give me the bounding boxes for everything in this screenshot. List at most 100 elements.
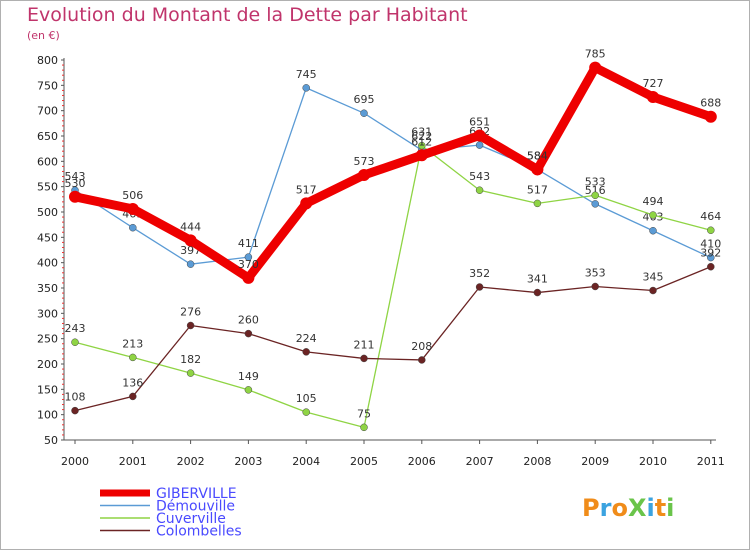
data-point xyxy=(302,84,310,92)
data-point xyxy=(69,190,81,203)
data-point xyxy=(649,286,657,295)
data-label: 352 xyxy=(469,267,490,280)
data-point xyxy=(533,288,542,297)
data-point xyxy=(589,61,602,74)
data-label: 243 xyxy=(65,322,86,335)
data-label: 149 xyxy=(238,370,259,383)
y-tick-label: 300 xyxy=(37,307,58,320)
data-label: 410 xyxy=(700,238,721,251)
data-point xyxy=(302,348,310,356)
data-label: 745 xyxy=(296,68,317,81)
data-point xyxy=(591,200,599,208)
data-label: 631 xyxy=(411,126,432,139)
data-point xyxy=(531,163,544,176)
data-label: 464 xyxy=(700,210,721,223)
data-label: 584 xyxy=(527,149,548,162)
data-point xyxy=(126,202,139,215)
series-line-cuverville xyxy=(74,144,712,428)
data-point xyxy=(244,386,253,394)
x-tick-label: 2011 xyxy=(697,455,725,468)
data-label: 353 xyxy=(585,266,606,279)
data-label: 543 xyxy=(469,170,490,183)
y-tick-label: 750 xyxy=(37,79,58,92)
series-line-colombelles xyxy=(74,266,712,412)
chart-subtitle: (en €) xyxy=(27,29,60,42)
x-tick-label: 2006 xyxy=(408,455,436,468)
data-point xyxy=(473,129,486,142)
data-label: 345 xyxy=(643,271,664,284)
y-tick-label: 100 xyxy=(37,409,58,422)
data-point xyxy=(184,234,197,247)
data-label: 622 xyxy=(411,130,432,143)
data-point xyxy=(302,408,310,416)
y-tick-label: 450 xyxy=(37,231,58,244)
data-label: 727 xyxy=(643,77,664,90)
y-tick-label: 250 xyxy=(37,333,58,346)
data-label: 785 xyxy=(585,48,606,61)
data-point xyxy=(649,211,657,219)
data-label: 612 xyxy=(411,135,432,148)
series-line-giberville xyxy=(70,63,716,283)
data-point xyxy=(244,329,253,338)
data-label: 208 xyxy=(411,340,432,353)
data-point xyxy=(71,406,79,415)
x-tick-label: 2002 xyxy=(177,455,205,468)
data-point xyxy=(475,186,484,194)
x-tick-label: 2005 xyxy=(350,455,378,468)
x-tick-label: 2000 xyxy=(61,455,89,468)
data-label: 136 xyxy=(122,376,143,389)
y-tick-label: 800 xyxy=(37,54,58,67)
data-point xyxy=(358,169,370,182)
y-tick-label: 50 xyxy=(44,434,58,447)
y-tick-label: 200 xyxy=(37,358,58,371)
data-point xyxy=(707,262,715,271)
x-tick-label: 2003 xyxy=(234,455,262,468)
data-point xyxy=(129,223,137,232)
data-label: 370 xyxy=(238,258,259,271)
data-label: 260 xyxy=(238,314,259,327)
data-label: 341 xyxy=(527,273,548,286)
data-point xyxy=(300,197,313,210)
data-label: 530 xyxy=(65,177,86,190)
x-tick-label: 2009 xyxy=(581,455,609,468)
data-label: 392 xyxy=(700,247,721,260)
data-label: 276 xyxy=(180,305,201,318)
data-label: 695 xyxy=(354,93,375,106)
data-label: 517 xyxy=(296,183,317,196)
data-label: 213 xyxy=(122,337,143,350)
y-tick-label: 650 xyxy=(37,130,58,143)
series-line-démouville xyxy=(74,87,712,265)
data-point xyxy=(649,226,657,235)
data-point xyxy=(533,199,542,208)
data-label: 211 xyxy=(354,338,375,351)
data-label: 516 xyxy=(585,184,606,197)
x-tick-label: 2010 xyxy=(639,455,667,468)
data-point xyxy=(591,191,599,200)
y-tick-label: 150 xyxy=(37,383,58,396)
x-tick-label: 2004 xyxy=(292,455,320,468)
data-point xyxy=(707,253,715,262)
x-tick-label: 2008 xyxy=(523,455,551,468)
data-label: 506 xyxy=(122,189,143,202)
data-label: 224 xyxy=(296,332,317,345)
data-point xyxy=(704,110,717,123)
data-label: 494 xyxy=(643,195,664,208)
data-point xyxy=(242,271,255,284)
y-tick-label: 400 xyxy=(37,257,58,270)
data-point xyxy=(186,260,195,268)
data-point xyxy=(186,321,195,330)
data-point xyxy=(129,353,137,362)
data-point xyxy=(186,369,195,377)
data-point xyxy=(475,283,484,291)
proxiti-logo: ProXiti xyxy=(582,494,674,522)
data-label: 108 xyxy=(65,391,86,404)
data-label: 651 xyxy=(469,115,490,128)
legend-label: GIBERVILLE xyxy=(156,486,237,502)
data-point xyxy=(418,356,426,364)
data-label: 517 xyxy=(527,183,548,196)
data-label: 688 xyxy=(700,97,721,110)
data-label: 75 xyxy=(357,407,371,420)
data-point xyxy=(360,354,368,363)
